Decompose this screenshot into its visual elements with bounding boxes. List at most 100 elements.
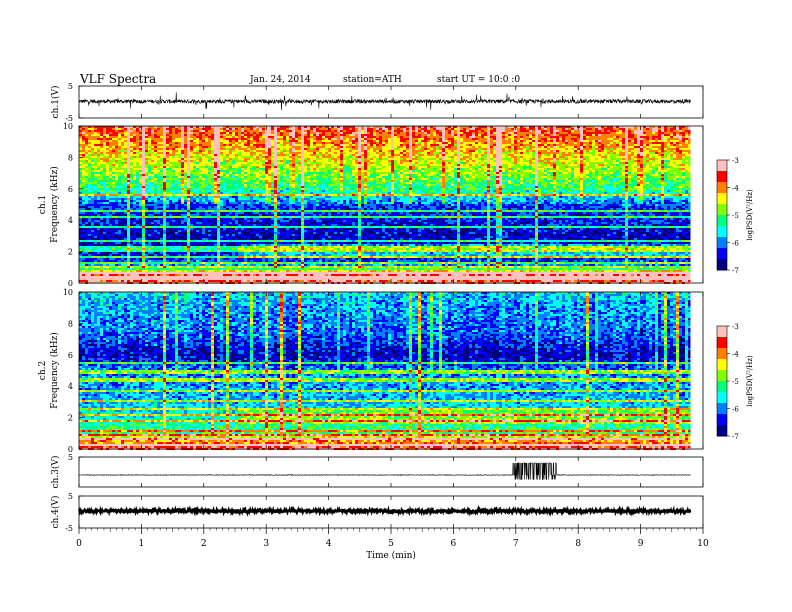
spectrogram-cell [223, 270, 226, 272]
spectrogram-cell [244, 140, 247, 142]
spectrogram-cell [157, 138, 160, 140]
spectrogram-cell [112, 216, 115, 218]
spectrogram-cell [151, 218, 154, 220]
spectrogram-cell [256, 128, 259, 130]
spectrogram-cell [247, 198, 250, 200]
spectrogram-cell [250, 220, 253, 222]
spectrogram-cell [256, 166, 259, 168]
spectrogram-cell [187, 256, 190, 258]
spectrogram-cell [139, 174, 142, 176]
spectrogram-cell [208, 228, 211, 230]
spectrogram-cell [91, 166, 94, 168]
spectrogram-cell [235, 212, 238, 214]
spectrogram-cell [115, 274, 118, 276]
spectrogram-cell [148, 246, 151, 248]
spectrogram-cell [175, 214, 178, 216]
spectrogram-cell [133, 144, 136, 146]
spectrogram-cell [169, 224, 172, 226]
spectrogram-cell [124, 234, 127, 236]
spectrogram-cell [184, 162, 187, 164]
spectrogram-cell [136, 148, 139, 150]
spectrogram-cell [238, 236, 241, 238]
spectrogram-cell [142, 256, 145, 258]
spectrogram-cell [238, 190, 241, 192]
spectrogram-cell [184, 260, 187, 262]
spectrogram-cell [211, 238, 214, 240]
spectrogram-cell [130, 208, 133, 210]
spectrogram-cell [121, 160, 124, 162]
spectrogram-cell [256, 250, 259, 252]
spectrogram-cell [91, 216, 94, 218]
spectrogram-cell [139, 134, 142, 136]
spectrogram-cell [115, 248, 118, 250]
spectrogram-cell [106, 202, 109, 204]
spectrogram-cell [187, 230, 190, 232]
spectrogram-cell [163, 180, 166, 182]
spectrogram-cell [265, 174, 268, 176]
spectrogram-cell [235, 242, 238, 244]
spectrogram-cell [196, 166, 199, 168]
spectrogram-cell [181, 158, 184, 160]
spectrogram-cell [181, 228, 184, 230]
spectrogram-cell [154, 250, 157, 252]
spectrogram-cell [202, 194, 205, 196]
spectrogram-cell [217, 266, 220, 268]
spectrogram-cell [199, 218, 202, 220]
spectrogram-cell [136, 186, 139, 188]
spectrogram-cell [85, 198, 88, 200]
spectrogram-cell [124, 134, 127, 136]
spectrogram-cell [226, 170, 229, 172]
spectrogram-cell [238, 182, 241, 184]
spectrogram-cell [121, 148, 124, 150]
spectrogram-cell [208, 166, 211, 168]
spectrogram-cell [166, 134, 169, 136]
spectrogram-cell [256, 156, 259, 158]
spectrogram-cell [157, 168, 160, 170]
spectrogram-cell [238, 130, 241, 132]
spectrogram-cell [115, 160, 118, 162]
spectrogram-cell [235, 176, 238, 178]
spectrogram-cell [127, 158, 130, 160]
spectrogram-cell [190, 172, 193, 174]
spectrogram-cell [130, 250, 133, 252]
spectrogram-cell [247, 202, 250, 204]
spectrogram-cell [124, 270, 127, 272]
spectrogram-cell [130, 276, 133, 278]
spectrogram-cell [253, 246, 256, 248]
spectrogram-cell [181, 248, 184, 250]
spectrogram-cell [223, 142, 226, 144]
spectrogram-cell [253, 242, 256, 244]
spectrogram-cell [190, 134, 193, 136]
spectrogram-cell [187, 222, 190, 224]
spectrogram-cell [127, 230, 130, 232]
spectrogram-cell [199, 148, 202, 150]
spectrogram-cell [190, 144, 193, 146]
spectrogram-cell [172, 280, 175, 282]
spectrogram-cell [124, 172, 127, 174]
spectrogram-cell [160, 136, 163, 138]
spectrogram-cell [154, 236, 157, 238]
spectrogram-cell [232, 162, 235, 164]
spectrogram-cell [223, 158, 226, 160]
spectrogram-cell [133, 202, 136, 204]
spectrogram-cell [253, 264, 256, 266]
spectrogram-cell [118, 134, 121, 136]
spectrogram-cell [199, 204, 202, 206]
spectrogram-cell [94, 224, 97, 226]
spectrogram-cell [253, 162, 256, 164]
spectrogram-cell [100, 200, 103, 202]
spectrogram-cell [232, 146, 235, 148]
spectrogram-cell [256, 140, 259, 142]
spectrogram-cell [250, 252, 253, 254]
spectrogram-cell [199, 194, 202, 196]
spectrogram-cell [262, 164, 265, 166]
spectrogram-cell [178, 174, 181, 176]
spectrogram-cell [196, 214, 199, 216]
spectrogram-cell [187, 168, 190, 170]
spectrogram-cell [193, 180, 196, 182]
spectrogram-cell [82, 206, 85, 208]
spectrogram-cell [217, 184, 220, 186]
spectrogram-cell [235, 160, 238, 162]
spectrogram-cell [214, 256, 217, 258]
spectrogram-cell [130, 262, 133, 264]
